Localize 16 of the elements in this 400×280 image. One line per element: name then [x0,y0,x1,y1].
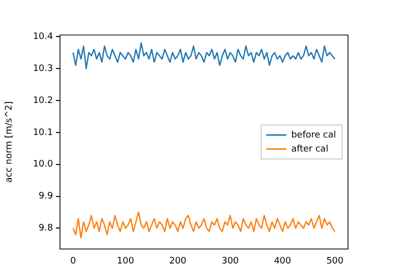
y-axis-title: acc norm [m/s^2] [4,101,15,183]
y-tick-label: 10.1 [32,128,53,138]
x-tick-label: 400 [274,256,292,267]
x-tick-label: 500 [326,256,344,267]
y-tick-label: 10.3 [32,64,53,74]
y-tick-label: 10.4 [32,32,54,42]
x-tick-label: 200 [169,256,187,267]
y-tick-label: 10.2 [32,96,53,106]
y-tick-label: 9.8 [38,224,54,234]
x-tick-label: 0 [70,256,76,267]
x-tick-label: 300 [222,256,240,267]
legend-label: before cal [291,130,336,140]
y-tick-label: 10.0 [32,160,54,170]
legend-label: after cal [291,144,328,154]
y-tick-label: 9.9 [38,192,54,202]
x-tick-label: 100 [116,256,134,267]
